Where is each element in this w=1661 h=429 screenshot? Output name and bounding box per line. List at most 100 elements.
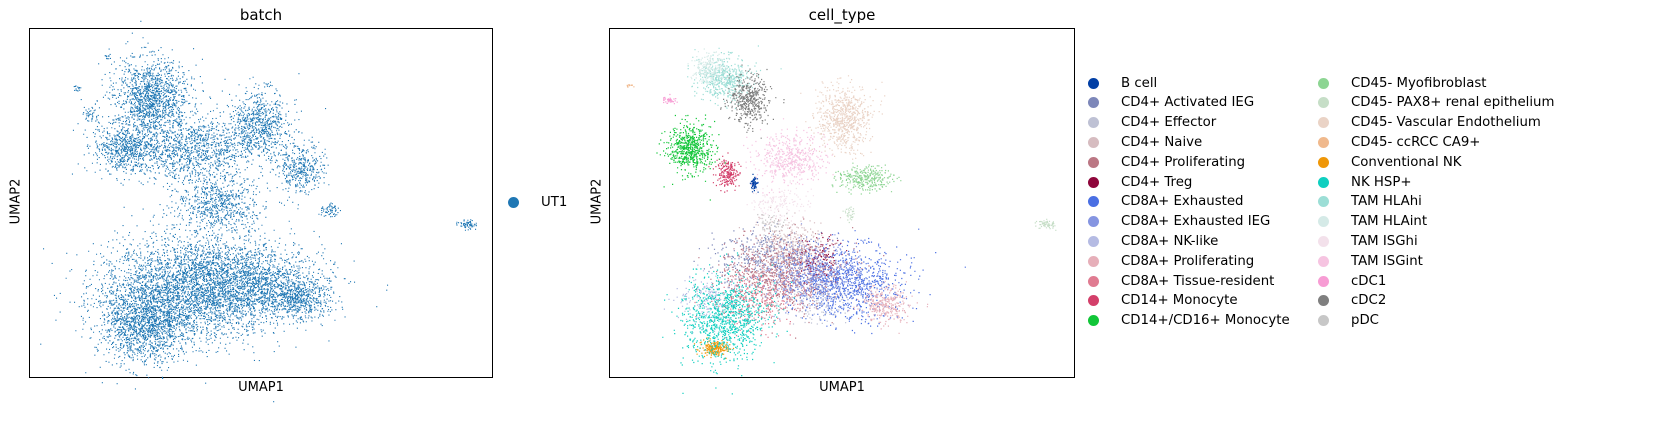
scatter-series-tam-isgint — [743, 118, 834, 196]
legend-item: CD4+ Naive — [1088, 132, 1202, 152]
legend-item: cDC2 — [1318, 291, 1386, 311]
panel2-plot — [609, 28, 1075, 395]
panel2-legend: B cell CD4+ Activated IEG CD4+ Effector CD4… — [1088, 73, 1658, 335]
legend-label: CD8A+ NK-like — [1121, 233, 1219, 249]
legend-label: CD8A+ Exhausted — [1121, 194, 1244, 210]
legend-item: CD4+ Treg — [1088, 172, 1192, 192]
legend-item: B cell — [1088, 73, 1157, 93]
legend-marker — [1318, 315, 1329, 327]
legend-label: TAM HLAint — [1351, 214, 1428, 230]
scatter-series-pdc — [757, 213, 788, 236]
legend-marker — [1088, 156, 1099, 168]
scatter-series-cd14-cd16-monocyte — [656, 114, 726, 201]
legend-marker — [1088, 315, 1099, 327]
legend-label: CD8A+ Exhausted IEG — [1121, 214, 1271, 230]
legend-item: CD8A+ Exhausted IEG — [1088, 212, 1270, 232]
panel2-ylabel: UMAP2 — [589, 178, 605, 225]
legend-marker — [1318, 156, 1329, 168]
legend-item: CD4+ Effector — [1088, 113, 1216, 133]
legend-marker — [1088, 176, 1099, 188]
legend-item: CD8A+ Proliferating — [1088, 251, 1254, 271]
legend-label: CD45- Myofibroblast — [1351, 75, 1487, 91]
legend-label: CD14+ Monocyte — [1121, 293, 1238, 309]
legend-marker — [1088, 235, 1099, 247]
legend-item: CD8A+ Exhausted — [1088, 192, 1243, 212]
legend-marker — [1088, 295, 1099, 307]
legend-label: CD4+ Treg — [1121, 174, 1193, 190]
legend-label: cDC2 — [1351, 293, 1387, 309]
legend-item: CD45- PAX8+ renal epithelium — [1318, 93, 1554, 113]
legend-marker — [1318, 77, 1329, 89]
legend-item: TAM HLAhi — [1318, 192, 1422, 212]
legend-label: CD45- Vascular Endothelium — [1351, 115, 1541, 131]
legend-item: CD14+ Monocyte — [1088, 291, 1238, 311]
scatter-series-cd14-monocyte — [708, 152, 742, 193]
scatter-series-tam-isghi — [746, 176, 814, 226]
legend-item: CD45- Myofibroblast — [1318, 73, 1487, 93]
scatter-series-cd4-effector — [749, 269, 862, 325]
panel1-ylabel: UMAP2 — [8, 178, 24, 225]
legend-marker — [1088, 216, 1099, 228]
legend-marker — [1318, 275, 1329, 287]
legend-label: CD45- ccRCC CA9+ — [1351, 134, 1481, 150]
scatter-series-tam-hlahi — [687, 45, 782, 110]
scatter-series-nk-hsp- — [662, 252, 795, 395]
scatter-series-b-cell — [749, 173, 759, 193]
legend-marker — [1088, 275, 1099, 287]
scatter-series-cd8a-exhausted-ieg — [747, 223, 869, 320]
legend-marker — [1318, 235, 1329, 247]
legend-item: pDC — [1318, 311, 1379, 331]
scatter-series-cd45-myofibroblast — [831, 162, 902, 195]
panel2-title: cell_type — [808, 6, 876, 24]
panel1-xlabel: UMAP1 — [238, 380, 284, 395]
legend-marker — [1088, 97, 1099, 109]
legend-item: Conventional NK — [1318, 152, 1462, 172]
legend-label: Conventional NK — [1351, 154, 1462, 170]
legend-item: NK HSP+ — [1318, 172, 1412, 192]
scatter-series-tam-hlaint — [687, 48, 731, 86]
legend-item: CD45- ccRCC CA9+ — [1318, 132, 1480, 152]
legend-marker — [1318, 136, 1329, 148]
plot-frame — [609, 28, 1075, 378]
legend-item: cDC1 — [1318, 271, 1386, 291]
legend-item: TAM ISGhi — [1318, 231, 1418, 251]
legend-marker — [1318, 176, 1329, 188]
legend-label: TAM HLAhi — [1351, 194, 1422, 210]
legend-item: CD8A+ Tissue-resident — [1088, 271, 1274, 291]
legend-marker — [1088, 117, 1099, 129]
legend-label: CD8A+ Proliferating — [1121, 253, 1255, 269]
legend-label: CD4+ Proliferating — [1121, 154, 1246, 170]
legend-marker — [1318, 97, 1329, 109]
legend-marker — [1318, 117, 1329, 129]
scatter-series-cd45-pax8-renal-epithelium — [842, 206, 1057, 231]
legend-item: CD45- Vascular Endothelium — [1318, 113, 1541, 133]
scatter-series-cd8a-proliferating — [848, 280, 929, 334]
legend-marker — [1318, 295, 1329, 307]
legend-marker — [1088, 77, 1099, 89]
legend-label: CD4+ Activated IEG — [1121, 95, 1255, 111]
legend-label: pDC — [1351, 313, 1379, 329]
legend-item: UT1 — [508, 192, 567, 212]
legend-label: NK HSP+ — [1351, 174, 1412, 190]
panel1-plot — [29, 20, 493, 403]
legend-label: CD8A+ Tissue-resident — [1121, 273, 1275, 289]
panel2-xlabel: UMAP1 — [819, 380, 865, 395]
legend-label: B cell — [1121, 75, 1158, 91]
panel1-legend: UT1 — [508, 192, 588, 214]
legend-item: CD8A+ NK-like — [1088, 231, 1218, 251]
scatter-series-cdc1 — [663, 93, 678, 105]
legend-marker — [1318, 255, 1329, 267]
legend-marker — [1088, 196, 1099, 208]
legend-item: TAM ISGint — [1318, 251, 1423, 271]
legend-item: CD4+ Proliferating — [1088, 152, 1245, 172]
legend-marker — [1088, 136, 1099, 148]
legend-item: CD4+ Activated IEG — [1088, 93, 1254, 113]
legend-marker — [1318, 216, 1329, 228]
scatter-series-cd45-vascular-endothelium — [799, 75, 886, 160]
scatter-series-cd8a-exhausted — [773, 228, 966, 335]
legend-item: CD14+/CD16+ Monocyte — [1088, 311, 1290, 331]
legend-marker — [1318, 196, 1329, 208]
legend-label: TAM ISGhi — [1351, 233, 1418, 249]
plot-frame — [29, 28, 493, 378]
legend-label: CD4+ Naive — [1121, 134, 1203, 150]
